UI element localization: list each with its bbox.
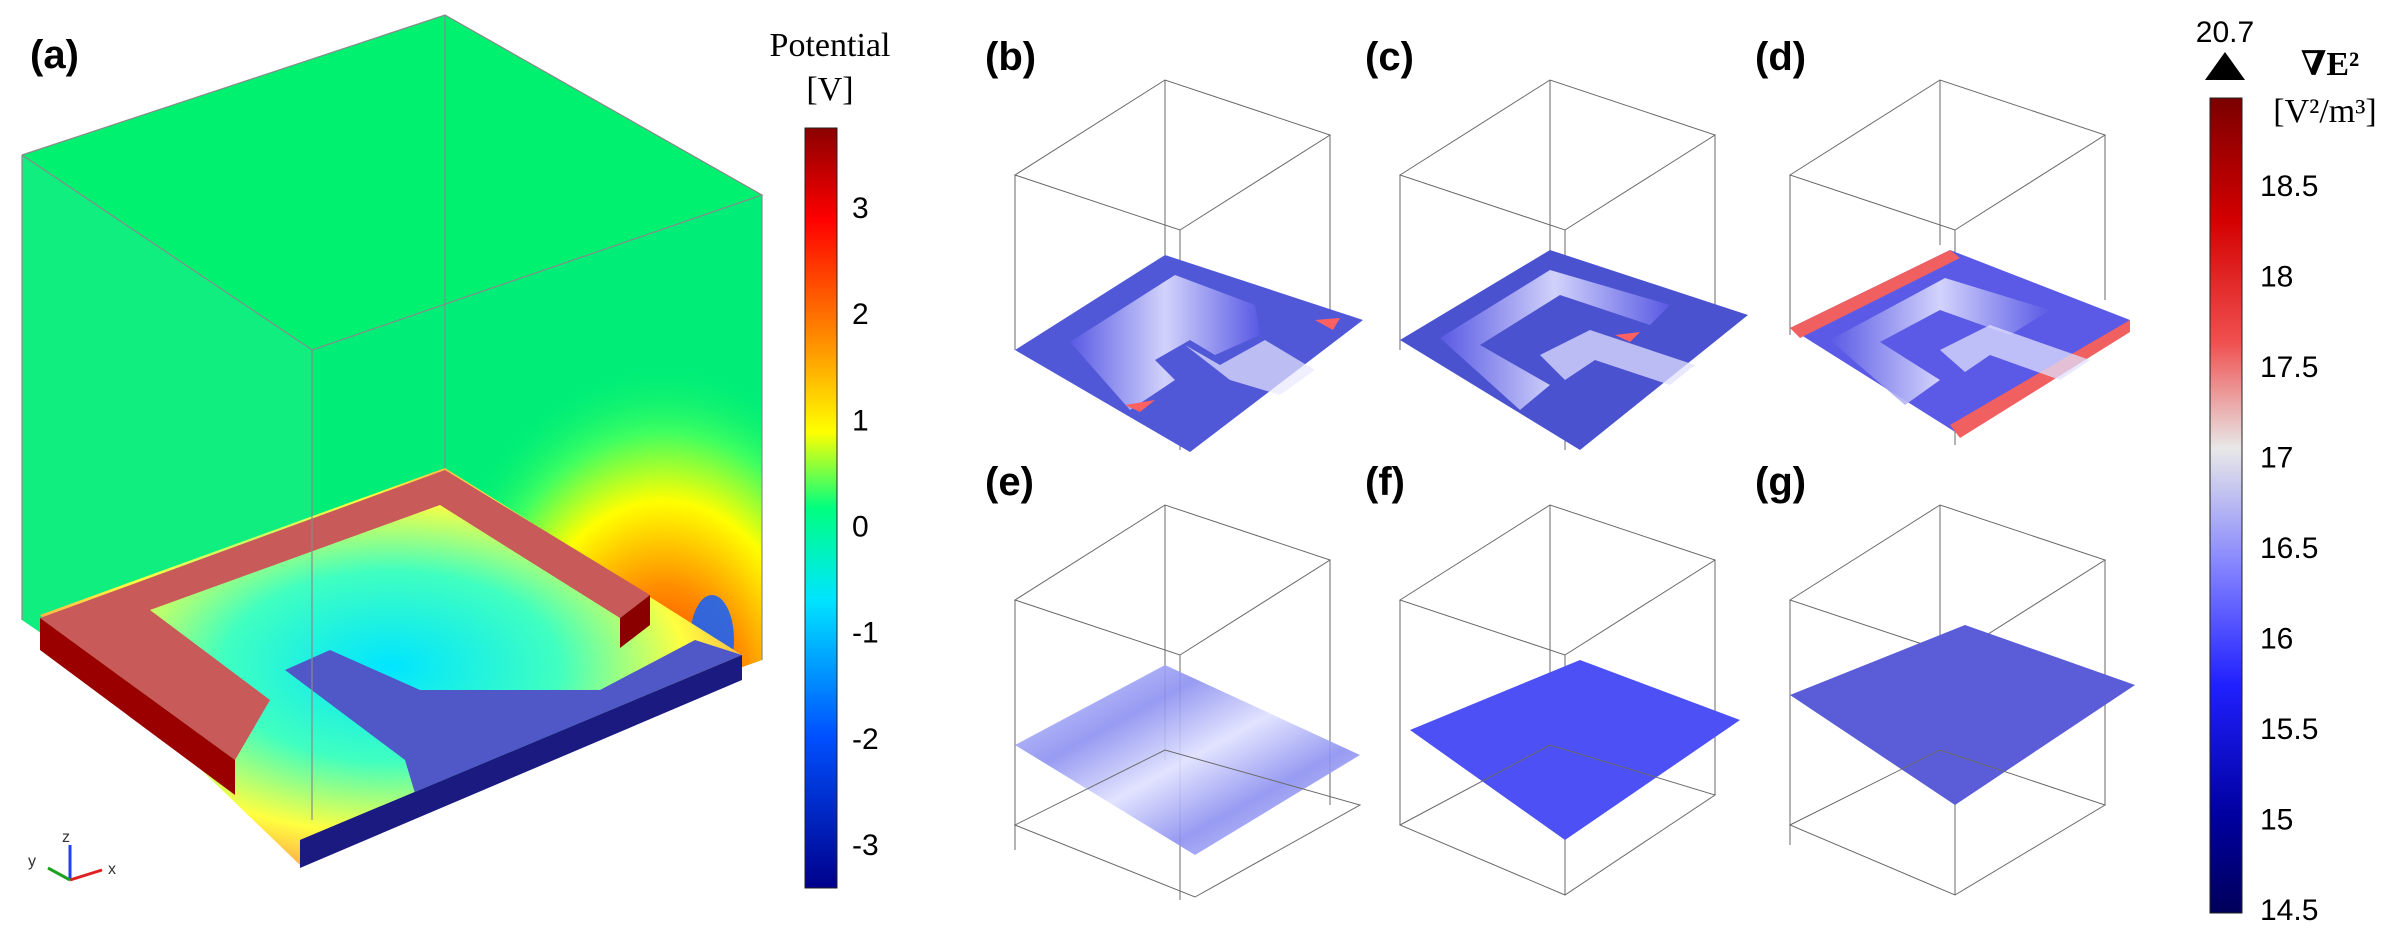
panel-c: (c)	[1365, 35, 1748, 450]
potential-colorbar-bar	[804, 127, 838, 889]
panel-f-plane	[1410, 660, 1740, 840]
panel-a-hot-electrode-side	[40, 618, 235, 795]
grad-colorbar-tick-4: 16.5	[2260, 532, 2318, 565]
potential-colorbar-tick-1: 2	[852, 298, 869, 331]
grad-colorbar-tick-3: 17	[2260, 442, 2293, 475]
potential-colorbar-tick-6: -3	[852, 829, 879, 862]
panel-b-label: (b)	[985, 35, 1036, 79]
panel-c-label: (c)	[1365, 35, 1414, 79]
grad-colorbar-tick-6: 15.5	[2260, 713, 2318, 746]
panel-a-cold-electrode	[285, 640, 742, 840]
panel-f: (f)	[1365, 460, 1740, 896]
grad-colorbar-unit: [V²/m³]	[2273, 93, 2376, 130]
potential-colorbar: Potential [V] 3 2 1 0 -1 -2 -3	[770, 27, 891, 889]
potential-colorbar-tick-2: 1	[852, 404, 869, 437]
panel-b: (b)	[985, 35, 1363, 452]
potential-colorbar-title: Potential	[770, 27, 891, 64]
panel-a: (a) z x y	[21, 14, 764, 882]
axis-y-label: y	[28, 853, 36, 870]
grad-colorbar-tick-1: 18	[2260, 261, 2293, 294]
panel-g-label: (g)	[1755, 460, 1806, 504]
panel-a-top-face	[22, 15, 762, 350]
grad-colorbar-tick-8: 14.5	[2260, 894, 2318, 927]
axis-x-label: x	[108, 861, 116, 878]
grad-colorbar-tick-0: 18.5	[2260, 170, 2318, 203]
grad-colorbar-title: ∇E²	[2301, 46, 2359, 83]
grad-colorbar-tick-7: 15	[2260, 804, 2293, 837]
grad-colorbar-tick-2: 17.5	[2260, 351, 2318, 384]
grad-colorbar-max: 20.7	[2196, 16, 2254, 49]
panel-a-hot-electrode	[40, 470, 650, 760]
potential-colorbar-tick-5: -2	[852, 723, 879, 756]
grad-colorbar-tick-5: 16	[2260, 623, 2293, 656]
panel-d-label: (d)	[1755, 35, 1806, 79]
grad-colorbar: 20.7 ∇E² [V²/m³] 18.51817.51716.51615.51…	[2196, 16, 2377, 927]
potential-colorbar-tick-3: 0	[852, 511, 869, 544]
small-panels: (b) (c) (d)	[985, 35, 2135, 900]
panel-g: (g)	[1755, 460, 2135, 896]
potential-colorbar-tick-4: -1	[852, 617, 879, 650]
potential-colorbar-unit: [V]	[806, 71, 853, 108]
grad-colorbar-overflow-arrow	[2205, 52, 2245, 80]
panel-e-label: (e)	[985, 460, 1034, 504]
grad-colorbar-bar	[2209, 97, 2243, 914]
panel-f-label: (f)	[1365, 460, 1405, 504]
panel-g-plane	[1790, 625, 2135, 805]
panel-d: (d)	[1755, 35, 2130, 445]
panel-e-plane	[1015, 665, 1360, 855]
potential-colorbar-ticks: 3 2 1 0 -1 -2 -3	[852, 192, 879, 862]
axis-z-label: z	[62, 829, 70, 846]
panel-e: (e)	[985, 460, 1362, 900]
grad-colorbar-ticks: 18.5 18 17.5 17 16.5 16 15.5 15 14.5	[2260, 170, 2318, 927]
panel-b-floor	[1015, 255, 1363, 452]
potential-colorbar-tick-0: 3	[852, 192, 869, 225]
axes-triad: z x y	[28, 829, 116, 882]
panel-a-label: (a)	[30, 33, 79, 77]
